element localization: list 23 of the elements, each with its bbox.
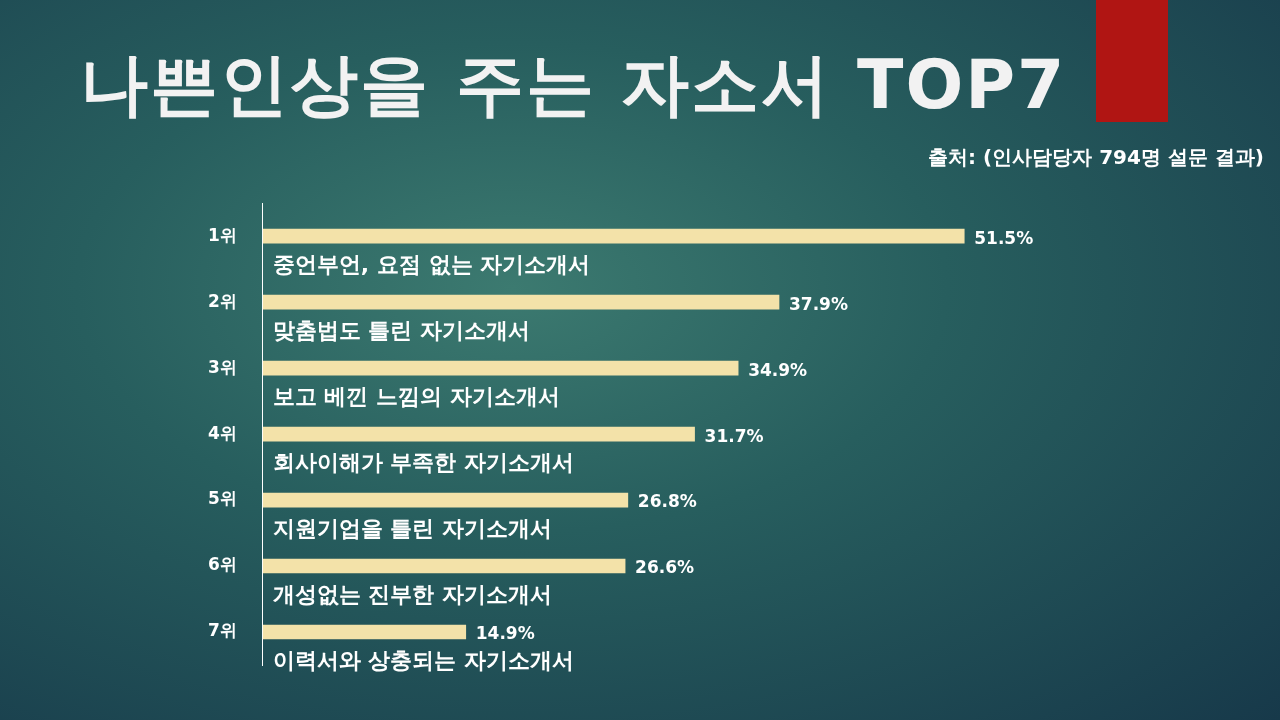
data-label: 31.7% <box>704 425 764 446</box>
annotation: 회사이해가 부족한 자기소개서 <box>272 449 575 475</box>
chart-title: 나쁜인상을 주는 자소서 TOP7 <box>80 44 1067 126</box>
y-tick-label: 3위 <box>207 356 237 377</box>
data-label: 37.9% <box>789 293 848 314</box>
annotation: 개성없는 진부한 자기소개서 <box>272 581 553 607</box>
annotation: 보고 베낀 느낌의 자기소개서 <box>272 383 560 409</box>
data-label: 51.5% <box>974 227 1034 248</box>
y-tick-label: 2위 <box>207 290 237 311</box>
y-tick-label: 4위 <box>207 422 237 443</box>
y-tick-label: 1위 <box>207 224 237 245</box>
data-label: 34.9% <box>748 359 808 380</box>
annotation: 지원기업을 틀린 자기소개서 <box>272 515 553 541</box>
data-label: 26.8% <box>637 491 697 512</box>
annotation: 맞춤법도 틀린 자기소개서 <box>272 317 531 343</box>
data-label: 14.9% <box>475 623 535 644</box>
data-label: 26.6% <box>635 557 695 578</box>
annotation: 중언부언, 요점 없는 자기소개서 <box>272 251 591 277</box>
y-tick-label: 5위 <box>207 488 237 509</box>
annotation: 이력서와 상충되는 자기소개서 <box>272 647 575 673</box>
y-tick-label: 7위 <box>207 620 237 641</box>
source-note: 출처: (인사담당자 794명 설문 결과) <box>928 144 1264 171</box>
y-tick-label: 6위 <box>207 554 237 575</box>
